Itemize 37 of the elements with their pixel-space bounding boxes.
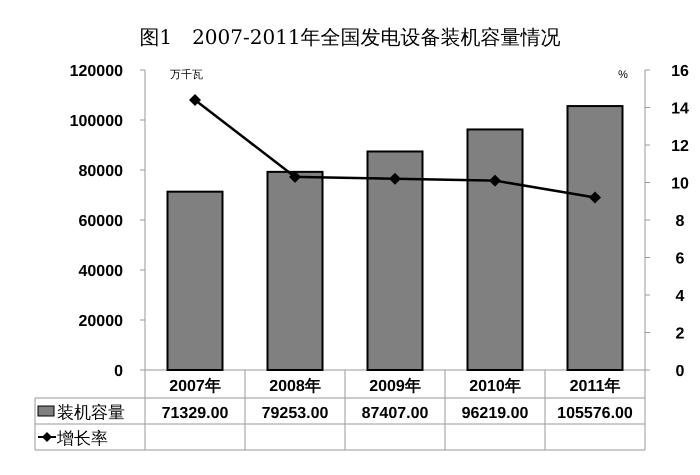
y2-tick-label: 4 (676, 288, 685, 305)
y2-tick-label: 10 (671, 176, 689, 192)
y-tick-label: 120000 (70, 63, 124, 80)
data-label: 79253.00 (262, 405, 328, 422)
data-label: 71329.00 (162, 405, 228, 422)
x-tick-label: 2009年 (369, 377, 421, 395)
point (389, 172, 401, 185)
y2-tick-label: 2 (676, 326, 685, 342)
annotation: % (618, 69, 628, 81)
y-tick-label: 100000 (70, 113, 124, 130)
y-tick-label: 60000 (78, 213, 124, 230)
point (589, 192, 601, 204)
y-tick-label: 0 (114, 363, 124, 380)
y2-tick-label: 12 (671, 138, 689, 155)
y2-tick-label: 14 (671, 100, 689, 118)
point (189, 94, 201, 106)
legend-label: 装机容量 (57, 403, 125, 422)
y2-tick-label: 16 (671, 63, 689, 80)
y-tick-label: 40000 (78, 263, 124, 280)
y2-tick-label: 6 (676, 250, 685, 268)
point (489, 174, 501, 187)
data-label: 105576.00 (557, 405, 633, 422)
annotation: 万千瓦 (170, 68, 203, 81)
legend-label: 增长率 (56, 429, 108, 448)
y-tick-label: 20000 (78, 313, 124, 330)
y2-tick-label: 0 (676, 363, 685, 380)
bar (166, 190, 224, 371)
chart-title: 图1 2007-2011年全国发电设备装机容量情况 (139, 25, 561, 49)
data-label: 96219.00 (462, 405, 528, 422)
x-tick-label: 2008年 (269, 377, 321, 395)
y2-tick-label: 8 (676, 213, 685, 230)
y-tick-label: 80000 (78, 163, 124, 180)
x-tick-label: 2011年 (570, 377, 620, 395)
data-label: 87407.00 (362, 405, 428, 422)
x-tick-label: 2010年 (469, 377, 521, 395)
x-tick-label: 2007年 (169, 377, 221, 395)
point (289, 170, 301, 183)
